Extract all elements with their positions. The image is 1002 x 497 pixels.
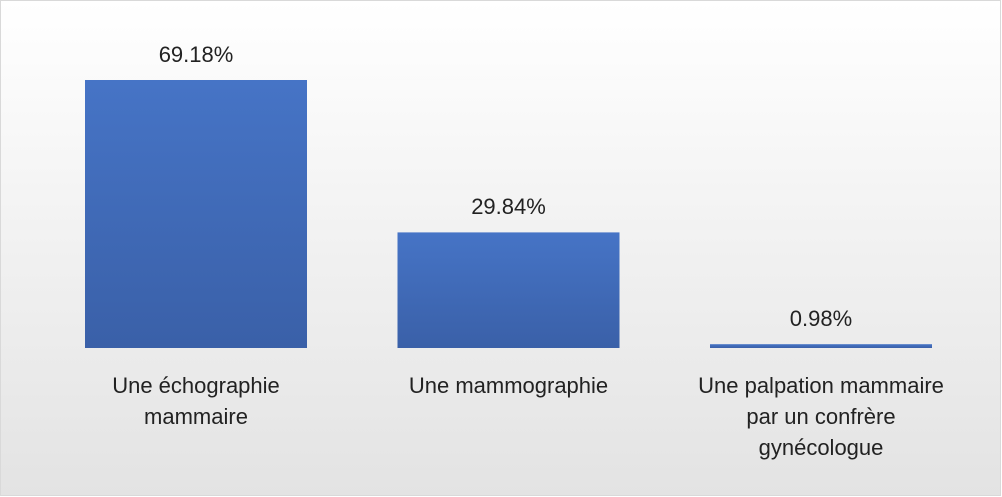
value-label: 69.18% bbox=[159, 42, 234, 67]
value-label: 0.98% bbox=[790, 306, 852, 331]
x-tick-label: Une palpation mammaire par un confrère g… bbox=[698, 373, 944, 460]
bar bbox=[85, 80, 307, 348]
bar bbox=[397, 232, 620, 348]
x-tick-label: Une échographie mammaire bbox=[112, 373, 280, 429]
bar bbox=[710, 344, 932, 348]
x-tick-label: Une mammographie bbox=[408, 373, 609, 398]
value-label: 29.84% bbox=[471, 194, 546, 219]
